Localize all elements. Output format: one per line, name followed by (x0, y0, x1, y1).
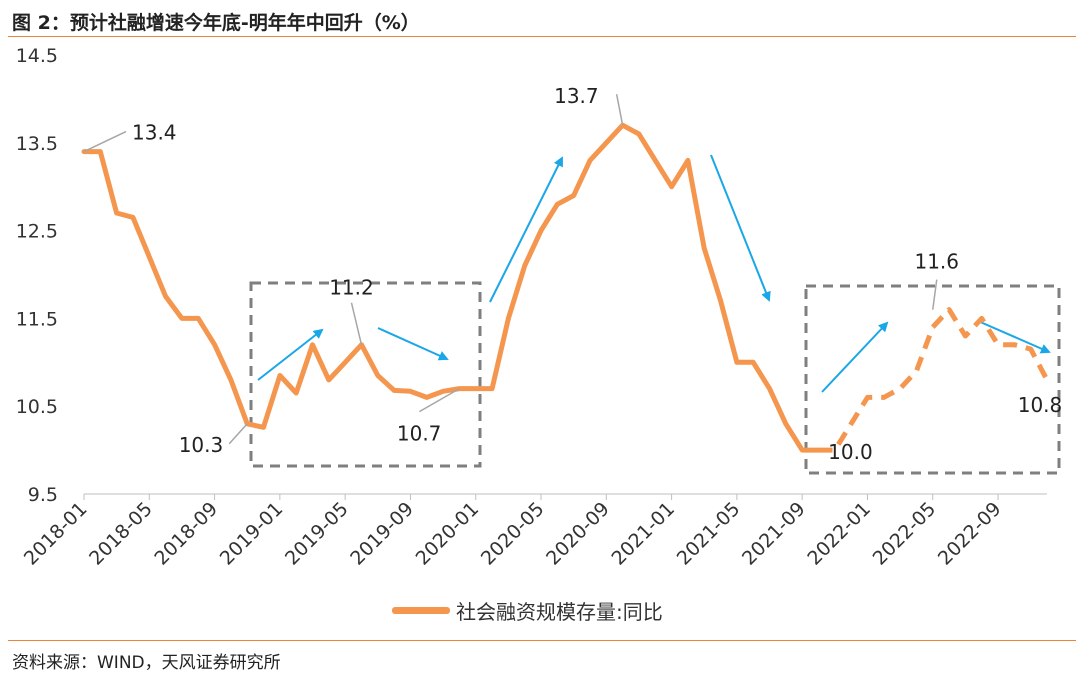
y-tick-label: 11.5 (16, 308, 58, 330)
x-tick-label: 2019-01 (216, 498, 288, 570)
trend-arrow (489, 156, 563, 303)
legend-swatch (392, 607, 450, 614)
x-tick-label: 2018-09 (150, 498, 222, 570)
x-tick-label: 2019-05 (281, 498, 353, 570)
data-label: 13.7 (554, 84, 599, 108)
y-tick-label: 10.5 (16, 396, 58, 418)
leader-line (419, 387, 460, 413)
data-label: 11.2 (329, 276, 374, 300)
y-tick-label: 9.5 (28, 484, 58, 506)
data-label: 10.8 (1018, 393, 1063, 417)
data-label: 10.3 (179, 433, 224, 457)
data-label: 11.6 (914, 250, 959, 274)
trend-arrow (710, 154, 771, 302)
series-line-forecast (818, 307, 1050, 453)
trend-arrow (257, 328, 324, 381)
data-label: 13.4 (132, 121, 177, 145)
leader-line (83, 130, 127, 153)
leader-line (350, 302, 363, 345)
trend-arrow (977, 320, 1051, 354)
figure-title: 图 2：预计社融增速今年底-明年年中回升（%） (12, 12, 420, 34)
x-tick-label: 2022-09 (934, 498, 1006, 570)
legend: 社会融资规模存量:同比 (392, 596, 663, 625)
leader-line (932, 279, 938, 310)
x-tick-label: 2019-09 (346, 498, 418, 570)
leader-line (228, 423, 248, 445)
series-line-actual (81, 122, 821, 453)
x-tick-label: 2020-09 (542, 498, 614, 570)
leader-line (615, 94, 624, 126)
highlight-box (804, 284, 1061, 475)
data-label: 10.0 (828, 440, 873, 464)
trend-arrow (377, 327, 449, 361)
legend-label: 社会融资规模存量:同比 (456, 600, 663, 624)
x-tick-label: 2021-09 (738, 498, 810, 570)
y-tick-label: 12.5 (16, 221, 58, 243)
x-tick-label: 2021-05 (673, 498, 745, 570)
x-tick-label: 2018-05 (85, 498, 157, 570)
x-tick-label: 2020-05 (477, 498, 549, 570)
y-tick-label: 14.5 (16, 45, 58, 67)
trend-arrow (821, 321, 889, 393)
top-rule (8, 36, 1076, 37)
x-tick-label: 2022-01 (803, 498, 875, 570)
data-label: 10.7 (397, 422, 442, 446)
bottom-rule (8, 640, 1076, 641)
x-tick-label: 2021-01 (607, 498, 679, 570)
x-tick-label: 2022-05 (869, 498, 941, 570)
x-tick-label: 2020-01 (412, 498, 484, 570)
source-note: 资料来源：WIND，天风证券研究所 (12, 653, 281, 673)
y-tick-label: 13.5 (16, 133, 58, 155)
highlight-box (249, 281, 482, 468)
x-tick-label: 2018-01 (20, 498, 92, 570)
